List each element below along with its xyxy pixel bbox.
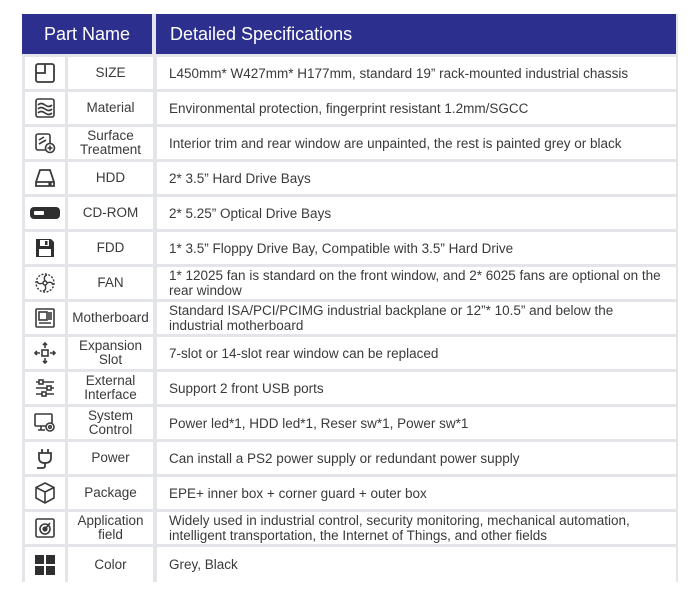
part-name: CD-ROM (68, 197, 153, 229)
spec-text: 7-slot or 14-slot rear window can be rep… (157, 337, 676, 369)
part-name: System Control (68, 407, 153, 439)
spec-text: L450mm* W427mm* H177mm, standard 19” rac… (157, 57, 676, 89)
fan-icon (25, 267, 65, 299)
table-row: Color Grey, Black (22, 547, 678, 582)
spec-text: 1* 12025 fan is standard on the front wi… (157, 267, 676, 299)
spec-text: 1* 3.5” Floppy Drive Bay, Compatible wit… (157, 232, 676, 264)
header-part-name: Part Name (22, 14, 152, 54)
resize-icon (25, 57, 65, 89)
expansion-arrows-icon (25, 337, 65, 369)
spec-text: Interior trim and rear window are unpain… (157, 127, 676, 159)
spec-text: Widely used in industrial control, secur… (157, 512, 676, 544)
header-detailed-specifications: Detailed Specifications (156, 14, 676, 54)
table-row: HDD 2* 3.5” Hard Drive Bays (22, 162, 678, 194)
part-name: Power (68, 442, 153, 474)
color-grid-icon (25, 547, 65, 582)
spec-text: Environmental protection, fingerprint re… (157, 92, 676, 124)
spec-text: Grey, Black (157, 547, 676, 582)
part-name: HDD (68, 162, 153, 194)
part-name: FAN (68, 267, 153, 299)
spec-text: 2* 5.25” Optical Drive Bays (157, 197, 676, 229)
cd-rom-icon (25, 197, 65, 229)
spec-text: 2* 3.5” Hard Drive Bays (157, 162, 676, 194)
table-row: FDD 1* 3.5” Floppy Drive Bay, Compatible… (22, 232, 678, 264)
table-row: SIZE L450mm* W427mm* H177mm, standard 19… (22, 57, 678, 89)
part-name: Surface Treatment (68, 127, 153, 159)
package-box-icon (25, 477, 65, 509)
table-row: Power Can install a PS2 power supply or … (22, 442, 678, 474)
material-layers-icon (25, 92, 65, 124)
part-name: Expansion Slot (68, 337, 153, 369)
table-row: System Control Power led*1, HDD led*1, R… (22, 407, 678, 439)
part-name: Motherboard (68, 302, 153, 334)
table-row: FAN 1* 12025 fan is standard on the fron… (22, 267, 678, 299)
spec-text: Standard ISA/PCI/PCIMG industrial backpl… (157, 302, 676, 334)
table-row: External Interface Support 2 front USB p… (22, 372, 678, 404)
part-name: Application field (68, 512, 153, 544)
table-row: CD-ROM 2* 5.25” Optical Drive Bays (22, 197, 678, 229)
floppy-disk-icon (25, 232, 65, 264)
table-row: Package EPE+ inner box + corner guard + … (22, 477, 678, 509)
part-name: Color (68, 547, 153, 582)
part-name: SIZE (68, 57, 153, 89)
motherboard-icon (25, 302, 65, 334)
target-document-icon (25, 512, 65, 544)
part-name: Material (68, 92, 153, 124)
spec-text: Can install a PS2 power supply or redund… (157, 442, 676, 474)
surface-treatment-icon (25, 127, 65, 159)
part-name: FDD (68, 232, 153, 264)
part-name: Package (68, 477, 153, 509)
table-row: Motherboard Standard ISA/PCI/PCIMG indus… (22, 302, 678, 334)
part-name: External Interface (68, 372, 153, 404)
table-row: Material Environmental protection, finge… (22, 92, 678, 124)
power-plug-icon (25, 442, 65, 474)
spec-text: EPE+ inner box + corner guard + outer bo… (157, 477, 676, 509)
spec-table: Part Name Detailed Specifications SIZE L… (22, 14, 678, 582)
hdd-icon (25, 162, 65, 194)
spec-text: Support 2 front USB ports (157, 372, 676, 404)
table-row: Surface Treatment Interior trim and rear… (22, 127, 678, 159)
table-row: Expansion Slot 7-slot or 14-slot rear wi… (22, 337, 678, 369)
table-row: Application field Widely used in industr… (22, 512, 678, 544)
spec-text: Power led*1, HDD led*1, Reser sw*1, Powe… (157, 407, 676, 439)
monitor-gear-icon (25, 407, 65, 439)
sliders-icon (25, 372, 65, 404)
